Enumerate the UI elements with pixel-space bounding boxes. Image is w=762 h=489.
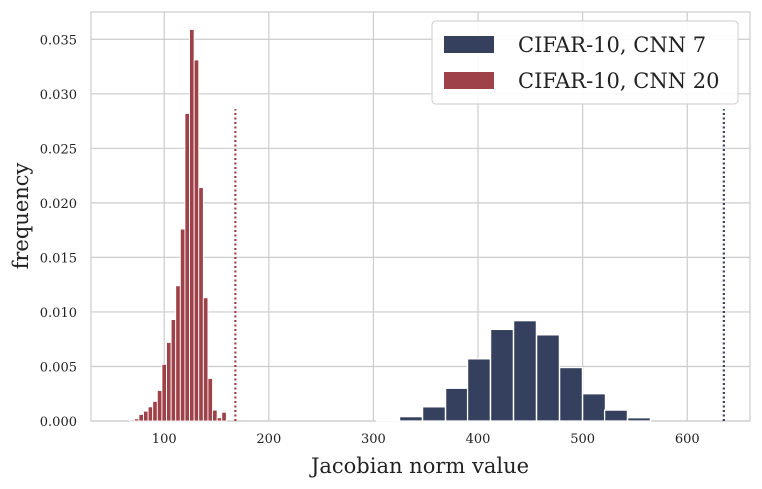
bar-cnn20 — [143, 410, 149, 422]
bar-cnn7 — [512, 320, 538, 422]
legend: CIFAR-10, CNN 7 CIFAR-10, CNN 20 — [431, 20, 739, 105]
bar-cnn20 — [221, 411, 227, 422]
bar-cnn7 — [466, 358, 492, 422]
bar-cnn20 — [161, 363, 167, 422]
bar-cnn20 — [152, 400, 158, 422]
y-tick-label: 0.030 — [40, 88, 77, 103]
bar-cnn7 — [626, 417, 652, 422]
legend-swatch-cnn7 — [444, 36, 494, 53]
bar-cnn7 — [398, 415, 424, 422]
bar-cnn7 — [375, 419, 401, 422]
x-tick-label: 200 — [256, 432, 281, 447]
bar-cnn20 — [147, 406, 154, 422]
x-axis-label: Jacobian norm value — [309, 454, 529, 478]
bar-cnn20 — [138, 414, 144, 422]
x-tick-label: 400 — [466, 432, 491, 447]
bar-cnn7 — [421, 406, 447, 422]
bar-cnn7 — [558, 366, 584, 422]
y-tick-labels: 0.000 0.005 0.010 0.015 0.020 0.025 0.030 0.035 — [40, 33, 77, 430]
bar-cnn20 — [216, 417, 223, 422]
bar-cnn20 — [198, 187, 204, 422]
bar-cnn20 — [166, 342, 172, 422]
bar-cnn20 — [156, 390, 163, 422]
bar-cnn7 — [489, 328, 515, 422]
x-tick-label: 500 — [570, 432, 595, 447]
legend-label-cnn20: CIFAR-10, CNN 20 — [518, 69, 719, 93]
legend-swatch-cnn20 — [444, 72, 494, 89]
y-tick-label: 0.020 — [40, 197, 77, 212]
bar-cnn20 — [170, 319, 177, 422]
bar-cnn7 — [444, 387, 470, 422]
bar-cnn20 — [184, 112, 190, 422]
bar-cnn20 — [202, 297, 209, 422]
bar-cnn7 — [581, 393, 607, 422]
bar-cnn20 — [133, 418, 140, 422]
y-tick-label: 0.000 — [40, 415, 77, 430]
y-tick-label: 0.035 — [40, 33, 77, 48]
legend-box — [431, 20, 739, 105]
bar-cnn20 — [212, 409, 218, 422]
bar-cnn20 — [129, 419, 135, 422]
y-axis-label: frequency — [9, 162, 33, 269]
bar-cnn7 — [535, 334, 561, 422]
x-tick-label: 300 — [361, 432, 386, 447]
x-tick-labels: 100 200 300 400 500 600 — [152, 432, 700, 447]
bar-cnn7 — [603, 409, 629, 422]
y-tick-label: 0.005 — [40, 360, 77, 375]
bars — [129, 29, 652, 422]
bar-cnn20 — [175, 285, 181, 422]
bar-cnn20 — [207, 378, 213, 422]
bar-cnn20 — [193, 59, 200, 422]
y-tick-label: 0.010 — [40, 306, 77, 321]
y-tick-label: 0.025 — [40, 142, 77, 157]
x-tick-label: 100 — [152, 432, 177, 447]
x-tick-label: 600 — [675, 432, 700, 447]
legend-label-cnn7: CIFAR-10, CNN 7 — [518, 33, 706, 57]
bar-cnn20 — [189, 29, 195, 422]
y-tick-label: 0.015 — [40, 251, 77, 266]
bar-cnn20 — [179, 228, 186, 422]
